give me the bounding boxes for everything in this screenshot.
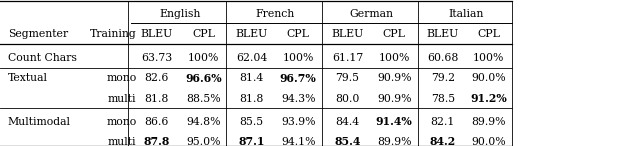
Text: mono: mono	[106, 117, 137, 127]
Text: 95.0%: 95.0%	[186, 137, 221, 146]
Text: 100%: 100%	[472, 53, 504, 63]
Text: 79.5: 79.5	[335, 73, 360, 83]
Text: 93.9%: 93.9%	[281, 117, 316, 127]
Text: English: English	[160, 9, 201, 19]
Text: BLEU: BLEU	[427, 29, 459, 39]
Text: French: French	[255, 9, 295, 19]
Text: 90.0%: 90.0%	[471, 73, 506, 83]
Text: Count Chars: Count Chars	[8, 53, 77, 63]
Text: 81.4: 81.4	[239, 73, 264, 83]
Text: 91.4%: 91.4%	[376, 116, 413, 127]
Text: 86.6: 86.6	[145, 117, 169, 127]
Text: 96.7%: 96.7%	[280, 73, 317, 84]
Text: 90.0%: 90.0%	[471, 137, 506, 146]
Text: 81.8: 81.8	[239, 94, 264, 104]
Text: Italian: Italian	[448, 9, 484, 19]
Text: Segmenter: Segmenter	[8, 29, 68, 39]
Text: 63.73: 63.73	[141, 53, 172, 63]
Text: 62.04: 62.04	[236, 53, 267, 63]
Text: 94.1%: 94.1%	[281, 137, 316, 146]
Text: 81.8: 81.8	[145, 94, 169, 104]
Text: 78.5: 78.5	[431, 94, 455, 104]
Text: Multimodal: Multimodal	[8, 117, 70, 127]
Text: 88.5%: 88.5%	[186, 94, 221, 104]
Text: 60.68: 60.68	[427, 53, 459, 63]
Text: 85.5: 85.5	[239, 117, 264, 127]
Text: 82.1: 82.1	[431, 117, 455, 127]
Text: 85.4: 85.4	[334, 136, 361, 146]
Text: multi: multi	[108, 94, 136, 104]
Text: 96.6%: 96.6%	[185, 73, 222, 84]
Text: 100%: 100%	[282, 53, 314, 63]
Text: multi: multi	[108, 137, 136, 146]
Text: Training: Training	[90, 29, 136, 39]
Text: 87.1: 87.1	[238, 136, 265, 146]
Text: 80.0: 80.0	[335, 94, 360, 104]
Text: BLEU: BLEU	[141, 29, 173, 39]
Text: 100%: 100%	[378, 53, 410, 63]
Text: CPL: CPL	[192, 29, 215, 39]
Text: 84.2: 84.2	[429, 136, 456, 146]
Text: 89.9%: 89.9%	[471, 117, 506, 127]
Text: BLEU: BLEU	[332, 29, 364, 39]
Text: German: German	[349, 9, 393, 19]
Text: CPL: CPL	[383, 29, 406, 39]
Text: 100%: 100%	[188, 53, 220, 63]
Text: 82.6: 82.6	[145, 73, 169, 83]
Text: 94.8%: 94.8%	[186, 117, 221, 127]
Text: 84.4: 84.4	[335, 117, 360, 127]
Text: 90.9%: 90.9%	[377, 73, 412, 83]
Text: CPL: CPL	[287, 29, 310, 39]
Text: Textual: Textual	[8, 73, 47, 83]
Text: 87.8: 87.8	[143, 136, 170, 146]
Text: 79.2: 79.2	[431, 73, 455, 83]
Text: 90.9%: 90.9%	[377, 94, 412, 104]
Text: 94.3%: 94.3%	[281, 94, 316, 104]
Text: 89.9%: 89.9%	[377, 137, 412, 146]
Text: 61.17: 61.17	[332, 53, 363, 63]
Text: mono: mono	[106, 73, 137, 83]
Text: 91.2%: 91.2%	[470, 93, 507, 104]
Text: CPL: CPL	[477, 29, 500, 39]
Text: BLEU: BLEU	[236, 29, 268, 39]
